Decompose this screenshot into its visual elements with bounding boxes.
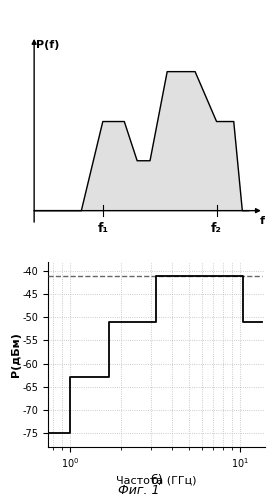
Text: f₁: f₁ <box>97 222 108 235</box>
Polygon shape <box>34 72 249 211</box>
X-axis label: Частота (ГГц): Частота (ГГц) <box>116 476 197 486</box>
Text: б): б) <box>150 474 163 487</box>
Y-axis label: P(дБм): P(дБм) <box>11 332 21 377</box>
Text: f: f <box>260 217 265 227</box>
Text: а): а) <box>140 282 153 295</box>
Text: Фиг. 1: Фиг. 1 <box>118 484 159 497</box>
Text: f₂: f₂ <box>211 222 222 235</box>
Text: P(f): P(f) <box>36 39 60 49</box>
